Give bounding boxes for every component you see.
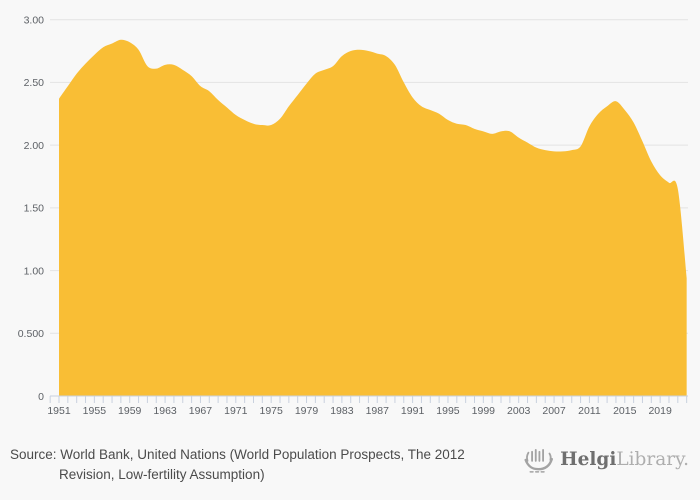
y-tick-label: 1.50 (24, 203, 45, 215)
y-tick-label: 0.500 (18, 328, 44, 340)
x-tick-label: 1983 (330, 405, 354, 417)
x-tick-label: 1975 (259, 405, 283, 417)
x-tick-label: 1951 (47, 405, 71, 417)
chart-footer: Source: World Bank, United Nations (Worl… (0, 440, 700, 500)
x-tick-label: 1971 (224, 405, 248, 417)
y-tick-label: 2.00 (24, 140, 45, 152)
source-attribution: Source: World Bank, United Nations (Worl… (10, 445, 465, 485)
ship-icon (524, 449, 554, 473)
x-tick-label: 2003 (507, 405, 531, 417)
x-tick-label: 1995 (436, 405, 460, 417)
x-tick-label: 2007 (542, 405, 566, 417)
x-tick-label: 1979 (295, 405, 319, 417)
x-tick-label: 1959 (118, 405, 142, 417)
x-tick-label: 2011 (578, 405, 601, 417)
area-series (59, 39, 687, 396)
y-tick-label: 3.00 (24, 15, 45, 27)
x-tick-label: 1991 (401, 405, 425, 417)
logo-text-helgi: Helgi (560, 449, 617, 470)
y-tick-label: 1.00 (24, 265, 45, 277)
x-tick-label: 1987 (366, 405, 390, 417)
x-tick-label: 2019 (648, 405, 672, 417)
x-tick-label: 2015 (613, 405, 637, 417)
source-line-1: Source: World Bank, United Nations (Worl… (10, 447, 465, 462)
x-tick-label: 1963 (153, 405, 177, 417)
y-tick-label: 0 (38, 391, 44, 403)
logo-text-library: Library. (616, 449, 689, 470)
area-chart: 0 0.500 1.00 1.50 2.00 2.50 3.00 1951 1955 1959 19… (18, 15, 688, 417)
source-line-2: Revision, Low-fertility Assumption) (59, 467, 265, 482)
helgilibrary-logo[interactable]: HelgiLibrary. (522, 446, 689, 474)
x-tick-label: 1955 (83, 405, 107, 417)
y-tick-label: 2.50 (24, 77, 45, 89)
logo-text: HelgiLibrary. (560, 446, 689, 474)
x-tick-label: 1999 (472, 405, 496, 417)
x-tick-label: 1967 (189, 405, 213, 417)
